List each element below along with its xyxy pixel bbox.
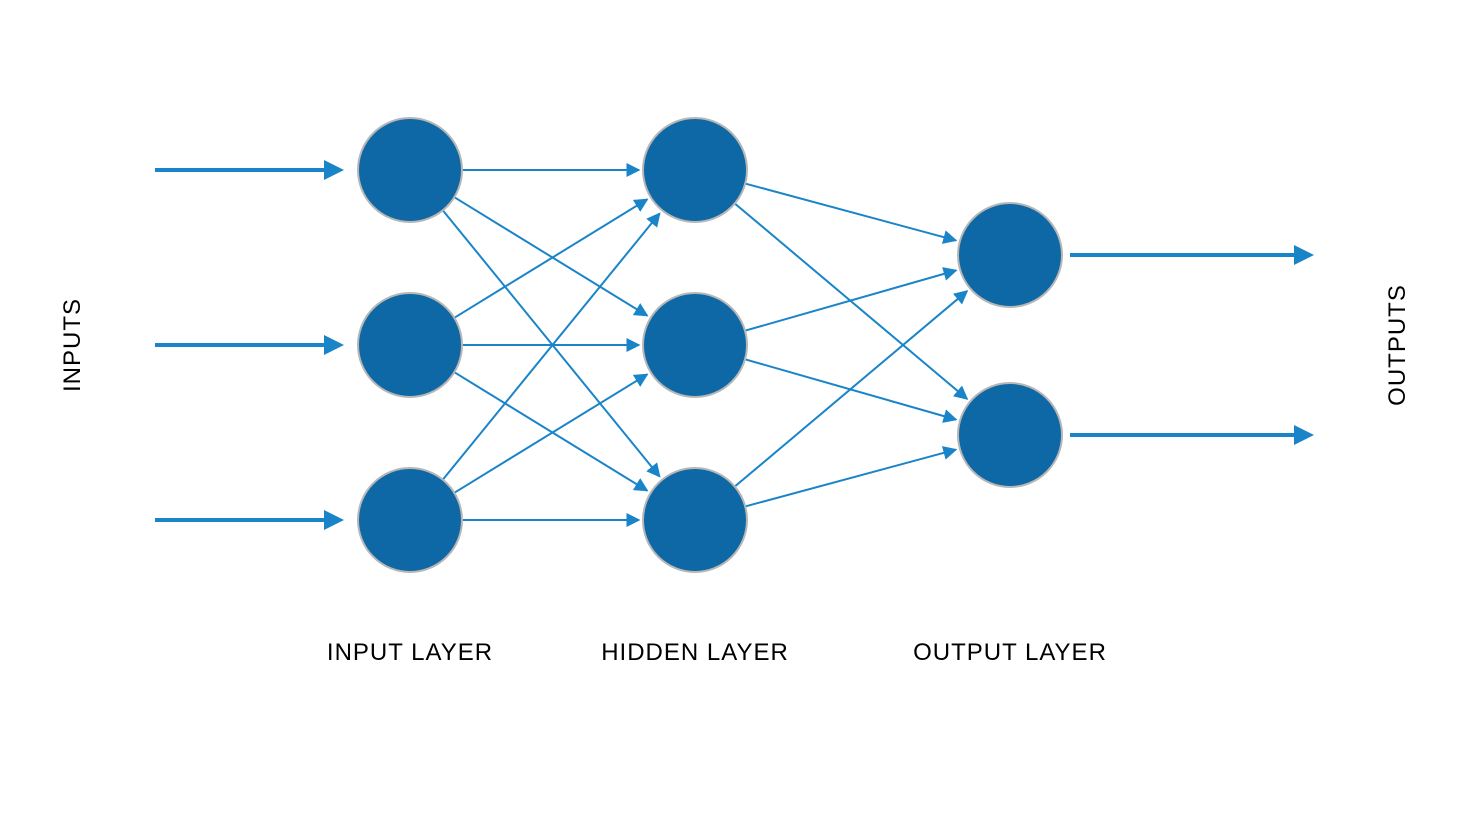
hidden-node [643,468,747,572]
output-layer-label: OUTPUT LAYER [913,639,1107,666]
outputs-label: OUTPUTS [1384,284,1411,406]
edge-hidden-output [745,450,956,507]
input-layer-label: INPUT LAYER [327,639,493,666]
edge-input-hidden [454,197,647,315]
hidden-node [643,118,747,222]
output-node [958,203,1062,307]
hidden-layer-label: HIDDEN LAYER [601,639,789,666]
edge-hidden-output [735,291,967,486]
edge-hidden-output [745,270,956,330]
hidden-node [643,293,747,397]
input-node [358,293,462,397]
inputs-label: INPUTS [59,298,86,392]
edge-input-hidden [443,213,660,479]
neural-network-diagram: INPUT LAYER HIDDEN LAYER OUTPUT LAYER INPUT… [0,0,1480,814]
edge-input-hidden [454,374,647,492]
edge-hidden-output [745,184,956,241]
edge-input-hidden [443,210,660,476]
input-node [358,468,462,572]
input-node [358,118,462,222]
output-node [958,383,1062,487]
